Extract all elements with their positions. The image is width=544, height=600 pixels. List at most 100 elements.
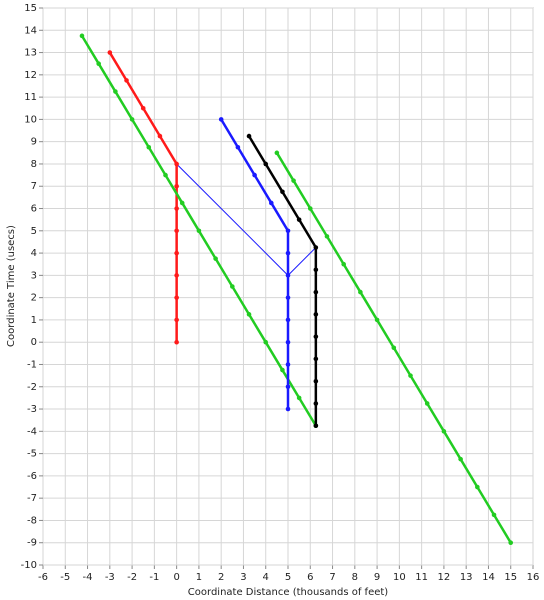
x-tick-label: 14 — [482, 572, 495, 583]
data-point — [491, 512, 497, 518]
data-point — [79, 33, 85, 39]
x-tick-label: -2 — [127, 572, 137, 583]
data-point — [174, 183, 179, 189]
data-point — [157, 133, 163, 139]
data-point — [280, 189, 285, 195]
x-tick-label: -6 — [38, 572, 48, 583]
x-tick-label: -3 — [105, 572, 115, 583]
data-point — [285, 250, 291, 256]
y-tick-label: 1 — [31, 315, 37, 326]
data-point — [441, 429, 447, 434]
data-point — [252, 172, 257, 178]
y-tick-label: 7 — [31, 181, 37, 192]
y-tick-label: 5 — [31, 226, 37, 237]
data-point — [174, 317, 179, 323]
x-tick-label: 6 — [307, 572, 313, 583]
x-tick-label: 3 — [240, 572, 246, 583]
data-point — [218, 117, 224, 122]
data-point — [174, 161, 179, 167]
data-point — [174, 250, 179, 256]
data-point — [285, 339, 291, 345]
data-point — [313, 423, 319, 429]
data-point — [475, 484, 480, 490]
x-tick-label: -5 — [60, 572, 70, 583]
data-point — [313, 289, 319, 295]
x-tick-label: 16 — [527, 572, 540, 583]
data-point — [174, 339, 179, 345]
data-point — [146, 144, 152, 150]
data-point — [268, 200, 274, 206]
y-tick-label: -2 — [27, 382, 37, 393]
data-point — [313, 378, 319, 384]
data-point — [196, 228, 202, 234]
data-point — [424, 401, 430, 406]
data-point — [179, 200, 185, 206]
x-tick-label: 15 — [504, 572, 517, 583]
data-point — [285, 362, 291, 367]
data-point — [374, 317, 380, 323]
x-tick-label: 4 — [263, 572, 269, 583]
y-tick-label: -1 — [27, 359, 37, 370]
y-tick-label: -5 — [27, 449, 37, 460]
data-point — [285, 384, 291, 390]
y-tick-label: -9 — [27, 538, 37, 549]
y-axis-label: Coordinate Time (usecs) — [6, 225, 17, 347]
data-point — [280, 367, 285, 373]
data-point — [96, 61, 101, 66]
data-point — [174, 228, 179, 234]
data-point — [129, 117, 135, 122]
data-point — [235, 144, 241, 150]
data-point — [285, 273, 291, 278]
y-tick-label: 0 — [31, 337, 37, 348]
x-tick-label: 0 — [173, 572, 179, 583]
data-point — [296, 395, 302, 401]
data-point — [124, 78, 129, 83]
y-tick-label: -7 — [27, 493, 37, 504]
y-tick-label: 6 — [31, 204, 37, 215]
y-tick-label: 4 — [31, 248, 37, 259]
data-point — [263, 339, 269, 345]
x-tick-label: 5 — [285, 572, 291, 583]
y-tick-label: 14 — [24, 25, 37, 36]
data-point — [113, 89, 118, 94]
y-tick-label: -6 — [27, 471, 37, 482]
data-point — [246, 133, 252, 139]
y-tick-label: 9 — [31, 137, 37, 148]
y-tick-label: 10 — [24, 114, 37, 125]
x-tick-label: 13 — [460, 572, 473, 583]
y-tick-label: 12 — [24, 70, 37, 81]
data-point — [358, 289, 363, 295]
y-tick-label: 3 — [31, 270, 37, 281]
data-point — [313, 401, 319, 406]
data-point — [246, 312, 252, 317]
data-point — [313, 245, 319, 250]
data-point — [391, 345, 397, 351]
x-tick-label: 8 — [352, 572, 358, 583]
y-tick-label: 11 — [24, 92, 37, 103]
data-point — [324, 234, 330, 239]
data-point — [285, 228, 291, 234]
y-tick-label: 13 — [24, 48, 37, 59]
data-point — [107, 50, 113, 55]
x-tick-label: -1 — [149, 572, 159, 583]
data-point — [291, 178, 296, 183]
y-tick-label: 2 — [31, 293, 37, 304]
data-point — [313, 356, 319, 362]
data-point — [458, 456, 463, 462]
data-point — [174, 273, 179, 278]
x-tick-label: 1 — [196, 572, 202, 583]
data-point — [296, 217, 302, 222]
x-tick-label: 10 — [393, 572, 406, 583]
y-tick-label: 8 — [31, 159, 37, 170]
y-tick-label: -3 — [27, 404, 37, 415]
data-point — [285, 295, 291, 300]
data-point — [274, 150, 280, 156]
data-point — [313, 334, 319, 339]
data-point — [508, 540, 514, 546]
x-tick-label: 2 — [218, 572, 224, 583]
data-point — [163, 172, 168, 178]
data-point — [341, 261, 346, 267]
data-point — [307, 206, 313, 211]
